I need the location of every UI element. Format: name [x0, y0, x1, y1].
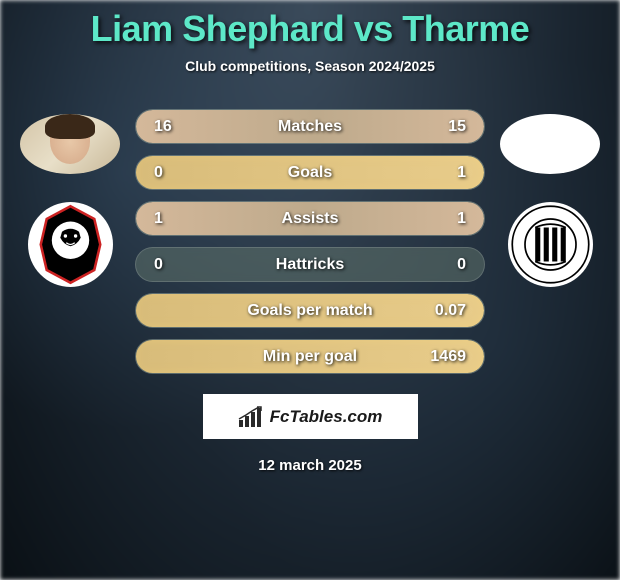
brand-name: FcTables.com: [270, 407, 383, 427]
stat-label: Matches: [278, 118, 342, 136]
stat-row: 0 Goals 1: [135, 155, 485, 190]
player-left-club-badge: [28, 202, 113, 287]
stat-label: Hattricks: [276, 256, 344, 274]
stat-label: Goals per match: [247, 302, 372, 320]
stat-label: Min per goal: [263, 348, 357, 366]
stat-row: 0 Hattricks 0: [135, 247, 485, 282]
right-player-column: [500, 109, 600, 287]
stat-value-right: 0.07: [435, 302, 466, 320]
stat-label: Assists: [282, 210, 339, 228]
brand-footer[interactable]: FcTables.com: [203, 394, 418, 439]
comparison-date: 12 march 2025: [258, 457, 361, 474]
comparison-title: Liam Shephard vs Tharme: [91, 8, 530, 50]
stat-value-left: 0: [154, 256, 163, 274]
stats-table: 16 Matches 15 0 Goals 1 1 Assists 1 0 Hattricks 0 Go…: [135, 109, 485, 374]
stat-label: Goals: [288, 164, 332, 182]
stat-row: Min per goal 1469: [135, 339, 485, 374]
player-right-club-badge: [508, 202, 593, 287]
stat-value-right: 1: [457, 210, 466, 228]
left-player-column: [20, 109, 120, 287]
content-wrapper: Liam Shephard vs Tharme Club competition…: [0, 0, 620, 580]
main-comparison-area: 16 Matches 15 0 Goals 1 1 Assists 1 0 Hattricks 0 Go…: [0, 109, 620, 374]
stat-value-right: 1469: [430, 348, 466, 366]
stat-value-left: 16: [154, 118, 172, 136]
player-left-photo: [20, 114, 120, 174]
fctables-logo-icon: [238, 406, 264, 428]
stat-row: 16 Matches 15: [135, 109, 485, 144]
stat-row: Goals per match 0.07: [135, 293, 485, 328]
stat-value-right: 1: [457, 164, 466, 182]
player-right-photo: [500, 114, 600, 174]
stat-value-right: 0: [457, 256, 466, 274]
stat-value-right: 15: [448, 118, 466, 136]
stat-row: 1 Assists 1: [135, 201, 485, 236]
comparison-subtitle: Club competitions, Season 2024/2025: [185, 58, 435, 74]
stat-value-left: 0: [154, 164, 163, 182]
stat-value-left: 1: [154, 210, 163, 228]
